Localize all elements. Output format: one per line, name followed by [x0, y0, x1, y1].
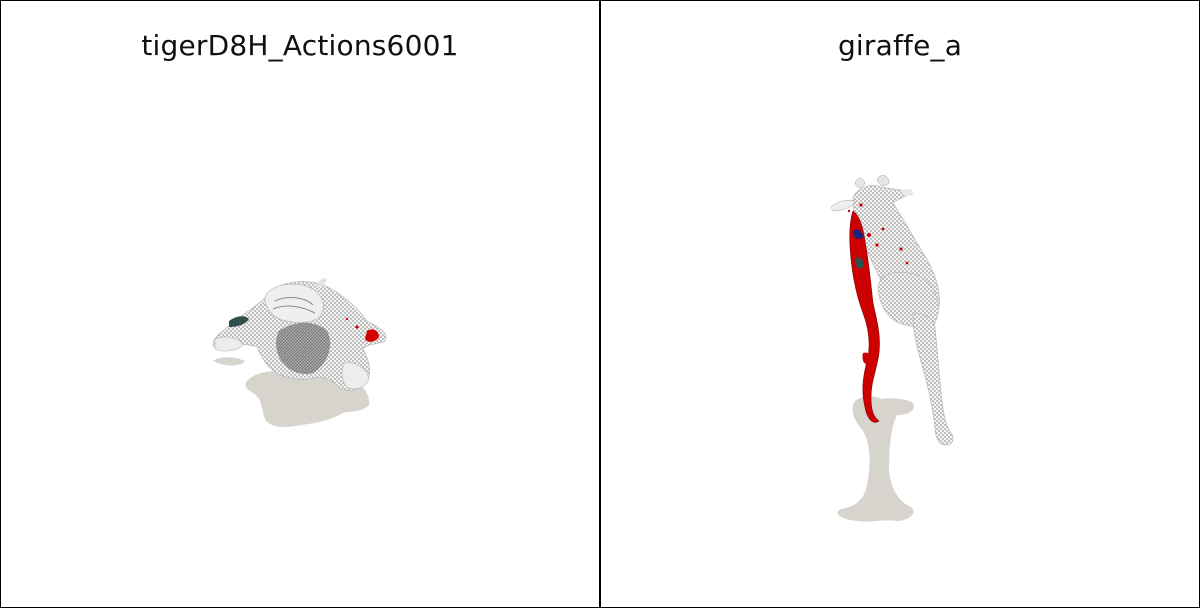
viewport-right[interactable]: giraffe_a — [600, 0, 1200, 608]
viewport-title-right: giraffe_a — [837, 29, 963, 62]
tiger-highlight — [365, 329, 379, 342]
giraffe-shadow — [837, 396, 914, 522]
tiger-accent — [229, 316, 249, 327]
tiger-mesh-render[interactable] — [1, 1, 600, 608]
viewport-title-left: tigerD8H_Actions6001 — [141, 29, 459, 62]
giraffe-accent — [853, 229, 863, 239]
giraffe-right-leg — [912, 312, 954, 446]
viewport-left[interactable]: tigerD8H_Actions6001 — [0, 0, 600, 608]
giraffe-mesh-render[interactable] — [601, 1, 1200, 608]
